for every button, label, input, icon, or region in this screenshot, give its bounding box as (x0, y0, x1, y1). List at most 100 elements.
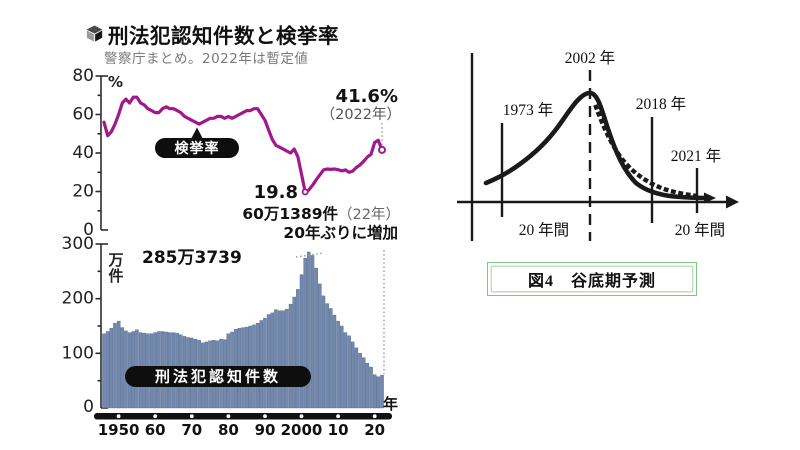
xtick-60: 60 (145, 421, 166, 439)
label-2021: 2021 年 (671, 147, 721, 165)
bar-1996 (285, 308, 289, 409)
x-axis-band (94, 413, 392, 420)
bar-2003 (310, 255, 315, 409)
latest-rate-year: （2022年） (321, 106, 401, 123)
bar-1994 (277, 310, 282, 409)
x-unit-label: 年 (383, 395, 398, 413)
bar-2006 (321, 295, 326, 409)
bar-ytick-0: 0 (83, 397, 94, 417)
bar-2005 (318, 283, 322, 409)
charts-canvas: 80 60 40 20 0 % 検挙率 41.6% （2022年） 19.8 6… (62, 66, 401, 439)
crime-count-pill-label: 刑法犯認知件数 (155, 368, 281, 386)
actual-curve (483, 90, 709, 201)
bar-1946 (102, 333, 106, 409)
min-rate-annotation: 19.8 (254, 182, 298, 203)
bar-unit-line2: 件 (108, 267, 123, 285)
bar-1992 (270, 312, 275, 409)
curve-end-arrow-icon (704, 192, 716, 204)
figure-caption-box: 図4 谷底期予測 (487, 262, 697, 296)
peak-leader-line (295, 252, 325, 258)
xtick-90: 90 (255, 421, 276, 439)
valley-forecast-figure: 2002 年 1973 年 2018 年 2021 年 20 年間 20 年間 … (450, 25, 795, 315)
line-unit-label: % (108, 73, 123, 91)
figure-subtitle: 警察庁まとめ。2022年は暫定値 (104, 51, 309, 67)
bar-2002 (307, 251, 311, 409)
bar-2009 (332, 314, 337, 409)
bar-1993 (274, 309, 278, 409)
clearance-rate-pill-label: 検挙率 (175, 140, 220, 157)
bar-2007 (325, 303, 329, 409)
x-axis-decade-dots (116, 414, 377, 419)
bar-1952 (124, 330, 128, 409)
min-point-marker (301, 188, 309, 196)
bar-1989 (259, 320, 264, 409)
end-point-marker (378, 145, 386, 154)
line-chart-axis (95, 75, 108, 231)
xtick-10: 10 (328, 421, 349, 439)
bar-ytick-300: 300 (62, 234, 94, 254)
count-note-line2: 20年ぶりに増加 (283, 223, 398, 242)
bar-2019 (369, 366, 373, 409)
figure-caption: 図4 谷底期予測 (527, 273, 656, 290)
bar-2013 (347, 335, 351, 409)
line-ytick-0: 0 (83, 220, 94, 240)
x-axis-arrow-icon (726, 195, 739, 209)
bar-1949 (113, 323, 117, 409)
crime-statistics-figure: 刑法犯認知件数と検挙率 警察庁まとめ。2022年は暫定値 80 60 40 20 (62, 20, 420, 450)
bar-2011 (340, 325, 344, 409)
bar-2020 (372, 374, 377, 409)
forecast-axes (457, 53, 727, 241)
latest-rate-annotation: 41.6% (336, 86, 398, 107)
line-ytick-40: 40 (72, 143, 94, 163)
forecast-dotted-curve (593, 104, 705, 199)
figure-title: 刑法犯認知件数と検挙率 (108, 23, 339, 48)
count-note-line1: 60万1389件（22年） (242, 204, 400, 223)
bar-2008 (329, 308, 333, 409)
bar-1950 (116, 320, 121, 409)
xtick-2000: 2000 (281, 421, 323, 439)
label-2018: 2018 年 (636, 95, 686, 113)
clearance-rate-pill: 検挙率 (155, 127, 239, 158)
figure-header: 刑法犯認知件数と検挙率 (80, 20, 420, 48)
bar-2021 (376, 376, 381, 409)
xtick-20: 20 (364, 421, 385, 439)
bar-2001 (303, 257, 307, 409)
line-ytick-60: 60 (72, 105, 94, 125)
bar-1997 (288, 303, 293, 409)
bar-2014 (350, 341, 355, 409)
bar-1990 (263, 318, 267, 409)
xtick-1950: 1950 (98, 421, 140, 439)
bar-unit-line1: 万 (107, 251, 123, 269)
bar-2017 (361, 357, 366, 409)
crime-count-pill: 刑法犯認知件数 (125, 366, 311, 387)
bar-1951 (120, 327, 125, 409)
bar-ytick-100: 100 (62, 343, 94, 363)
bar-1988 (255, 323, 260, 409)
xtick-80: 80 (218, 421, 239, 439)
cube-icon (86, 25, 103, 42)
bar-2015 (354, 347, 359, 409)
label-right-span: 20 年間 (675, 221, 725, 239)
bar-2016 (358, 353, 362, 409)
label-1973: 1973 年 (503, 101, 553, 119)
pill-arrow-up-icon (191, 127, 203, 139)
bar-2004 (314, 267, 318, 409)
bar-1999 (296, 289, 300, 409)
line-ytick-80: 80 (72, 66, 94, 86)
forecast-diagram: 2002 年 1973 年 2018 年 2021 年 20 年間 20 年間 (457, 49, 739, 241)
bar-1995 (281, 310, 285, 409)
xtick-70: 70 (181, 421, 202, 439)
line-ytick-20: 20 (72, 182, 94, 202)
bar-2018 (365, 363, 370, 409)
bar-1998 (292, 296, 296, 409)
bar-1948 (109, 328, 114, 409)
bar-2022 (380, 374, 384, 409)
clearance-rate-path (102, 95, 384, 194)
label-left-span: 20 年間 (519, 221, 569, 239)
bar-1947 (105, 331, 110, 409)
bar-2000 (299, 274, 304, 409)
bar-2012 (343, 332, 348, 409)
bar-peak-annotation: 285万3739 (142, 248, 242, 268)
bar-1991 (266, 314, 271, 409)
